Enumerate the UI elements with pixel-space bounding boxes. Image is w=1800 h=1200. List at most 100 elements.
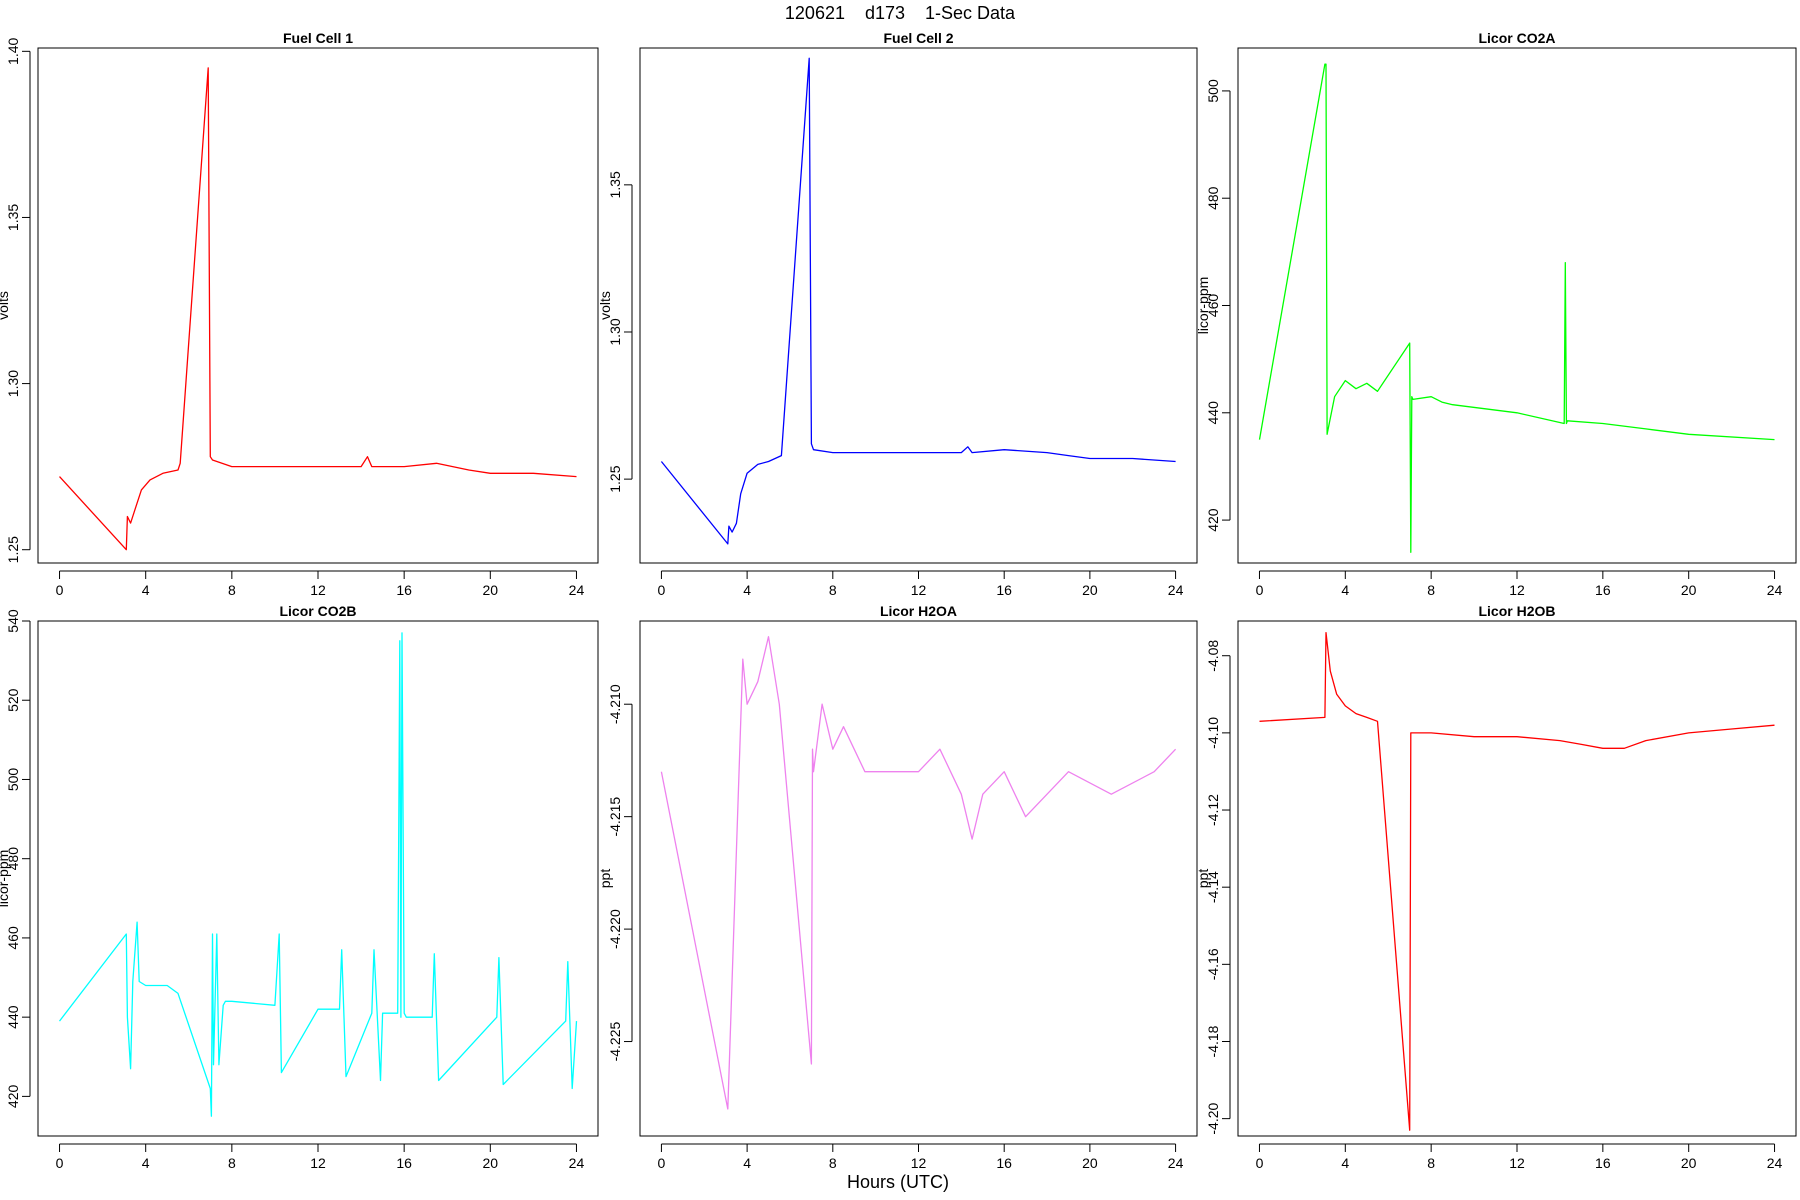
x-tick-label: 0 xyxy=(1256,1155,1264,1171)
plot-frame xyxy=(1237,47,1797,564)
y-axis-label: licor-ppm xyxy=(0,850,11,908)
chart-panel-1: Fuel Cell 1 0 4 8 12 16 20 24 1.25 1.30 1.35 1.40 vo… xyxy=(0,30,599,598)
y-tick-label: -4.225 xyxy=(607,1021,623,1061)
x-tick-label: 12 xyxy=(911,582,927,598)
x-tick-label: 4 xyxy=(743,1155,751,1171)
plot-frame xyxy=(37,620,599,1137)
chart-panels: Fuel Cell 1 0 4 8 12 16 20 24 1.25 1.30 1.35 1.40 vo… xyxy=(0,30,1797,1171)
y-tick-label: -4.18 xyxy=(1205,1025,1221,1057)
x-tick-label: 0 xyxy=(1256,582,1264,598)
y-axis-label: volts xyxy=(0,291,11,320)
x-tick-label: 4 xyxy=(142,582,150,598)
x-tick-label: 20 xyxy=(1082,582,1098,598)
x-tick-label: 8 xyxy=(228,582,236,598)
y-tick-label: 480 xyxy=(5,847,21,871)
x-tick-label: 4 xyxy=(142,1155,150,1171)
chart-title: Fuel Cell 2 xyxy=(883,30,953,46)
y-tick-label: -4.210 xyxy=(607,684,623,724)
series-line xyxy=(1259,631,1775,1131)
x-tick-label: 20 xyxy=(1681,1155,1697,1171)
x-tick-label: 12 xyxy=(1509,582,1525,598)
x-tick-label: 4 xyxy=(1341,582,1349,598)
y-tick-label: 420 xyxy=(1205,508,1221,532)
x-tick-label: 12 xyxy=(310,582,326,598)
series-line xyxy=(1258,63,1775,553)
x-tick-label: 0 xyxy=(658,582,666,598)
x-tick-label: 8 xyxy=(1427,582,1435,598)
y-tick-label: -4.16 xyxy=(1205,948,1221,980)
plot-frame xyxy=(37,47,599,564)
x-tick-label: 24 xyxy=(1168,1155,1184,1171)
chart-title: Licor H2OA xyxy=(880,603,957,619)
x-tick-label: 20 xyxy=(1082,1155,1098,1171)
chart-title: Licor CO2B xyxy=(279,603,356,619)
plot-frame xyxy=(639,620,1198,1137)
y-tick-label: 480 xyxy=(1205,186,1221,210)
series-line xyxy=(660,57,1176,545)
y-tick-label: 1.30 xyxy=(607,318,623,345)
x-tick-label: 16 xyxy=(996,582,1012,598)
x-tick-label: 8 xyxy=(1427,1155,1435,1171)
y-tick-label: 1.40 xyxy=(5,37,21,64)
x-tick-label: 24 xyxy=(1767,582,1783,598)
y-tick-label: 420 xyxy=(5,1084,21,1108)
x-tick-label: 16 xyxy=(396,1155,412,1171)
y-tick-label: -4.08 xyxy=(1205,640,1221,672)
x-tick-label: 12 xyxy=(1509,1155,1525,1171)
y-tick-label: 440 xyxy=(5,1005,21,1029)
y-tick-label: 540 xyxy=(5,609,21,633)
x-tick-label: 24 xyxy=(569,582,585,598)
chart-panel-5: Licor H2OA 0 4 8 12 16 20 24 -4.225 -4.220 -4.215 -… xyxy=(597,603,1198,1171)
chart-panel-6: Licor H2OB 0 4 8 12 16 20 24 -4.20 -4.18 -4.16 -4.1… xyxy=(1195,603,1797,1171)
plot-frame xyxy=(639,47,1198,564)
y-axis-label: licor-ppm xyxy=(1195,277,1211,335)
x-tick-label: 24 xyxy=(1767,1155,1783,1171)
x-tick-label: 24 xyxy=(1168,582,1184,598)
figure-xlabel: Hours (UTC) xyxy=(847,1172,949,1192)
y-tick-label: 460 xyxy=(5,926,21,950)
x-tick-label: 8 xyxy=(829,1155,837,1171)
y-tick-label: 1.25 xyxy=(607,465,623,492)
y-tick-label: -4.12 xyxy=(1205,794,1221,826)
series-line xyxy=(660,636,1177,1110)
y-tick-label: 1.30 xyxy=(5,370,21,397)
y-tick-label: 500 xyxy=(1205,79,1221,103)
chart-title: Licor CO2A xyxy=(1478,30,1555,46)
x-tick-label: 0 xyxy=(56,1155,64,1171)
x-tick-label: 12 xyxy=(310,1155,326,1171)
y-tick-label: -4.14 xyxy=(1205,871,1221,903)
plot-frame xyxy=(1237,620,1797,1137)
y-axis-label: ppt xyxy=(597,869,613,889)
series-line xyxy=(59,67,577,551)
x-tick-label: 20 xyxy=(483,582,499,598)
x-tick-label: 20 xyxy=(483,1155,499,1171)
chart-panel-3: Licor CO2A 0 4 8 12 16 20 24 420 440 460 480 500 lico… xyxy=(1195,30,1797,598)
x-tick-label: 16 xyxy=(1595,1155,1611,1171)
y-tick-label: 1.35 xyxy=(607,171,623,198)
y-tick-label: 520 xyxy=(5,688,21,712)
y-tick-label: 460 xyxy=(1205,294,1221,318)
series-line xyxy=(58,632,578,1117)
x-tick-label: 4 xyxy=(1341,1155,1349,1171)
x-tick-label: 16 xyxy=(996,1155,1012,1171)
y-tick-label: 1.25 xyxy=(5,536,21,563)
chart-panel-2: Fuel Cell 2 0 4 8 12 16 20 24 1.25 1.30 1.35 volts xyxy=(597,30,1198,598)
x-tick-label: 20 xyxy=(1681,582,1697,598)
y-tick-label: 500 xyxy=(5,768,21,792)
x-tick-label: 16 xyxy=(1595,582,1611,598)
y-tick-label: -4.220 xyxy=(607,909,623,949)
x-tick-label: 8 xyxy=(228,1155,236,1171)
chart-title: Licor H2OB xyxy=(1478,603,1555,619)
x-tick-label: 16 xyxy=(396,582,412,598)
y-tick-label: -4.20 xyxy=(1205,1102,1221,1134)
chart-panel-4: Licor CO2B 0 4 8 12 16 20 24 420 440 460 480 500 520 5… xyxy=(0,603,599,1171)
y-tick-label: -4.10 xyxy=(1205,717,1221,749)
x-tick-label: 0 xyxy=(56,582,64,598)
x-tick-label: 4 xyxy=(743,582,751,598)
x-tick-label: 8 xyxy=(829,582,837,598)
x-tick-label: 24 xyxy=(569,1155,585,1171)
y-tick-label: 1.35 xyxy=(5,204,21,231)
x-tick-label: 12 xyxy=(911,1155,927,1171)
y-axis-label: ppt xyxy=(1195,869,1211,889)
